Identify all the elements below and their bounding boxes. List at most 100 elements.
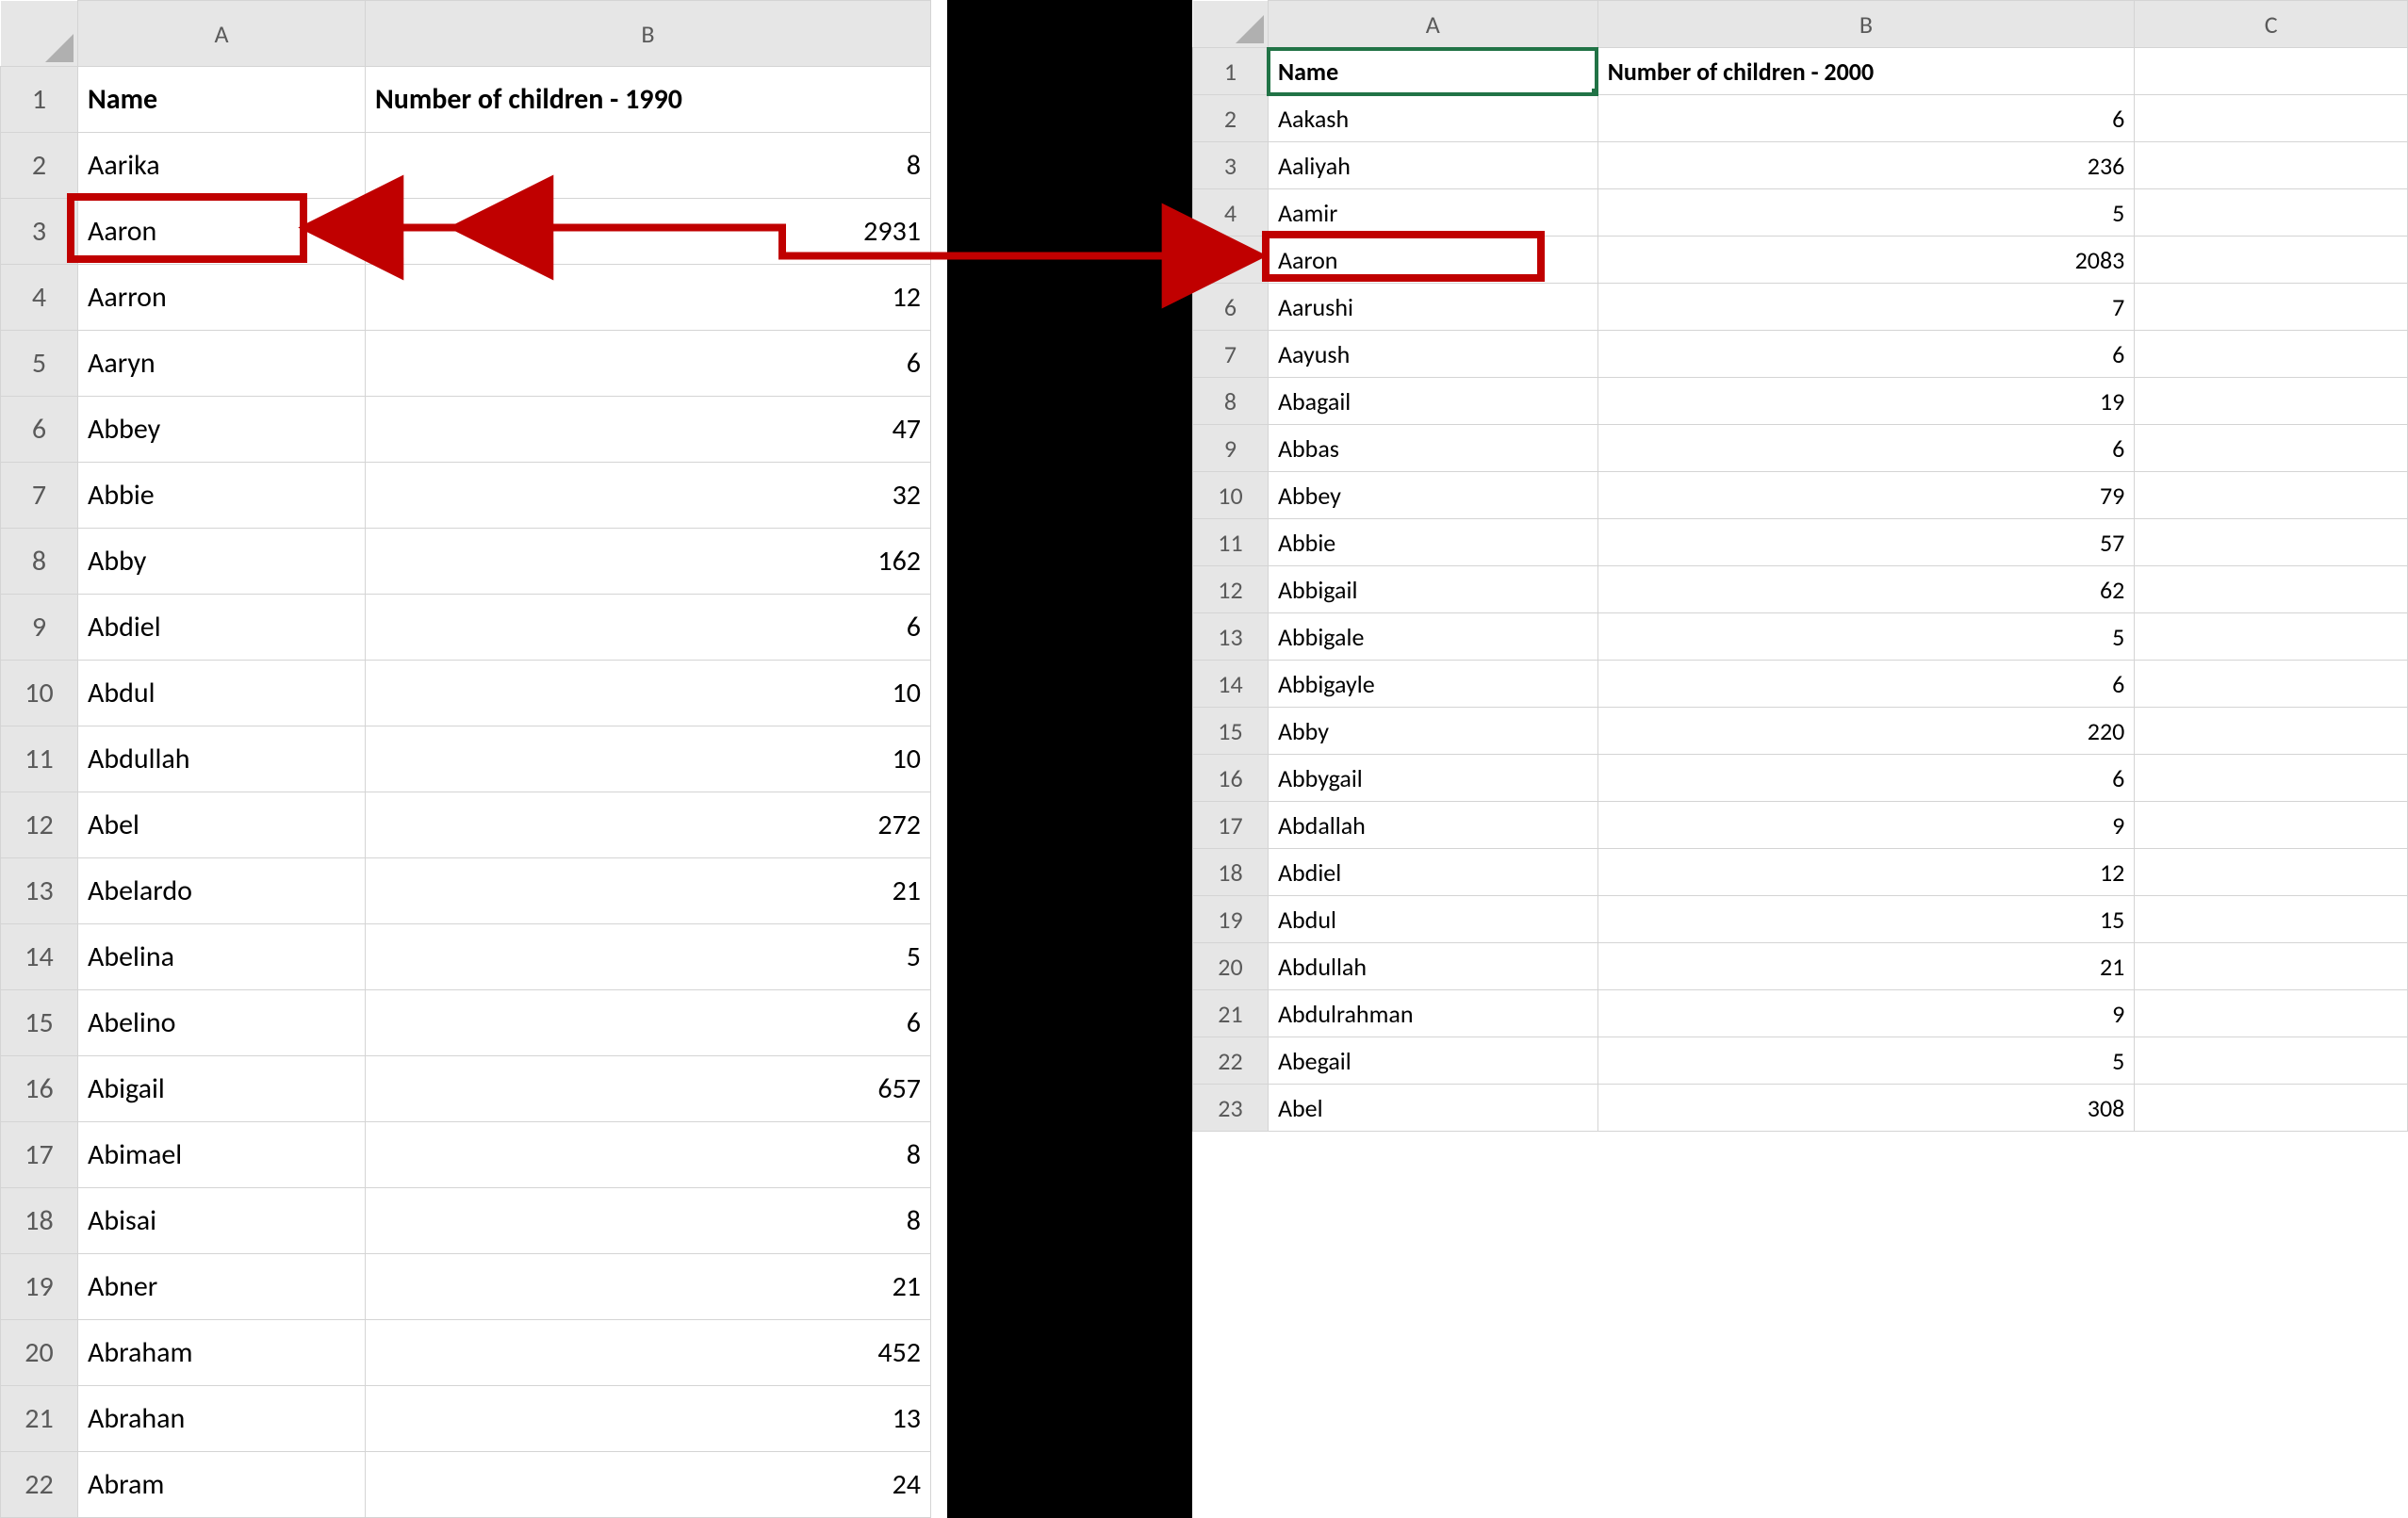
cell-A9[interactable]: Abdiel bbox=[78, 595, 366, 661]
row-header-8[interactable]: 8 bbox=[1, 529, 78, 595]
cell-B20[interactable]: 21 bbox=[1597, 943, 2135, 990]
row-header-8[interactable]: 8 bbox=[1193, 378, 1269, 425]
cell-A3[interactable]: Aaliyah bbox=[1268, 142, 1597, 189]
cell-B11[interactable]: 57 bbox=[1597, 519, 2135, 566]
cell-A14[interactable]: Abbigayle bbox=[1268, 661, 1597, 708]
row-header-21[interactable]: 21 bbox=[1193, 990, 1269, 1037]
row-header-1[interactable]: 1 bbox=[1193, 48, 1269, 95]
row-header-3[interactable]: 3 bbox=[1193, 142, 1269, 189]
row-header-4[interactable]: 4 bbox=[1, 265, 78, 331]
cell-B10[interactable]: 79 bbox=[1597, 472, 2135, 519]
row-header-22[interactable]: 22 bbox=[1, 1452, 78, 1518]
cell-A4[interactable]: Aamir bbox=[1268, 189, 1597, 237]
cell-C11[interactable] bbox=[2135, 519, 2408, 566]
cell-A6[interactable]: Abbey bbox=[78, 397, 366, 463]
cell-B21[interactable]: 13 bbox=[366, 1386, 931, 1452]
cell-A17[interactable]: Abdallah bbox=[1268, 802, 1597, 849]
row-header-16[interactable]: 16 bbox=[1193, 755, 1269, 802]
cell-A23[interactable]: Abel bbox=[1268, 1085, 1597, 1132]
cell-C1[interactable] bbox=[2135, 48, 2408, 95]
row-header-12[interactable]: 12 bbox=[1, 792, 78, 858]
column-header-C[interactable]: C bbox=[2135, 1, 2408, 48]
cell-A5[interactable]: Aaryn bbox=[78, 331, 366, 397]
row-header-19[interactable]: 19 bbox=[1193, 896, 1269, 943]
cell-A6[interactable]: Aarushi bbox=[1268, 284, 1597, 331]
cell-C15[interactable] bbox=[2135, 708, 2408, 755]
cell-B7[interactable]: 32 bbox=[366, 463, 931, 529]
row-header-2[interactable]: 2 bbox=[1, 133, 78, 199]
cell-B8[interactable]: 19 bbox=[1597, 378, 2135, 425]
cell-C13[interactable] bbox=[2135, 613, 2408, 661]
cell-B22[interactable]: 24 bbox=[366, 1452, 931, 1518]
cell-B14[interactable]: 6 bbox=[1597, 661, 2135, 708]
cell-A21[interactable]: Abrahan bbox=[78, 1386, 366, 1452]
row-header-1[interactable]: 1 bbox=[1, 67, 78, 133]
row-header-5[interactable]: 5 bbox=[1, 331, 78, 397]
cell-B12[interactable]: 272 bbox=[366, 792, 931, 858]
row-header-11[interactable]: 11 bbox=[1193, 519, 1269, 566]
cell-B13[interactable]: 21 bbox=[366, 858, 931, 924]
cell-C4[interactable] bbox=[2135, 189, 2408, 237]
cell-C14[interactable] bbox=[2135, 661, 2408, 708]
cell-B22[interactable]: 5 bbox=[1597, 1037, 2135, 1085]
row-header-6[interactable]: 6 bbox=[1, 397, 78, 463]
cell-A15[interactable]: Abby bbox=[1268, 708, 1597, 755]
cell-A17[interactable]: Abimael bbox=[78, 1122, 366, 1188]
row-header-23[interactable]: 23 bbox=[1193, 1085, 1269, 1132]
cell-C6[interactable] bbox=[2135, 284, 2408, 331]
row-header-9[interactable]: 9 bbox=[1193, 425, 1269, 472]
cell-A8[interactable]: Abagail bbox=[1268, 378, 1597, 425]
cell-B4[interactable]: 5 bbox=[1597, 189, 2135, 237]
cell-A16[interactable]: Abigail bbox=[78, 1056, 366, 1122]
select-all-corner[interactable] bbox=[1, 1, 78, 67]
row-header-17[interactable]: 17 bbox=[1193, 802, 1269, 849]
cell-A18[interactable]: Abisai bbox=[78, 1188, 366, 1254]
row-header-17[interactable]: 17 bbox=[1, 1122, 78, 1188]
cell-C22[interactable] bbox=[2135, 1037, 2408, 1085]
row-header-15[interactable]: 15 bbox=[1, 990, 78, 1056]
row-header-10[interactable]: 10 bbox=[1, 661, 78, 726]
cell-B1[interactable]: Number of children - 1990 bbox=[366, 67, 931, 133]
cell-C21[interactable] bbox=[2135, 990, 2408, 1037]
column-header-B[interactable]: B bbox=[366, 1, 931, 67]
cell-B11[interactable]: 10 bbox=[366, 726, 931, 792]
row-header-4[interactable]: 4 bbox=[1193, 189, 1269, 237]
cell-B7[interactable]: 6 bbox=[1597, 331, 2135, 378]
cell-A10[interactable]: Abdul bbox=[78, 661, 366, 726]
cell-B23[interactable]: 308 bbox=[1597, 1085, 2135, 1132]
cell-B17[interactable]: 9 bbox=[1597, 802, 2135, 849]
cell-A7[interactable]: Abbie bbox=[78, 463, 366, 529]
cell-A16[interactable]: Abbygail bbox=[1268, 755, 1597, 802]
select-all-corner[interactable] bbox=[1193, 1, 1269, 48]
row-header-13[interactable]: 13 bbox=[1193, 613, 1269, 661]
cell-A8[interactable]: Abby bbox=[78, 529, 366, 595]
row-header-19[interactable]: 19 bbox=[1, 1254, 78, 1320]
cell-A1[interactable]: Name bbox=[1268, 48, 1597, 95]
cell-A12[interactable]: Abbigail bbox=[1268, 566, 1597, 613]
cell-C8[interactable] bbox=[2135, 378, 2408, 425]
cell-C9[interactable] bbox=[2135, 425, 2408, 472]
cell-A2[interactable]: Aakash bbox=[1268, 95, 1597, 142]
cell-A22[interactable]: Abegail bbox=[1268, 1037, 1597, 1085]
row-header-7[interactable]: 7 bbox=[1, 463, 78, 529]
cell-B6[interactable]: 47 bbox=[366, 397, 931, 463]
cell-C23[interactable] bbox=[2135, 1085, 2408, 1132]
cell-B15[interactable]: 6 bbox=[366, 990, 931, 1056]
cell-B9[interactable]: 6 bbox=[366, 595, 931, 661]
cell-B19[interactable]: 15 bbox=[1597, 896, 2135, 943]
cell-A11[interactable]: Abdullah bbox=[78, 726, 366, 792]
cell-A20[interactable]: Abdullah bbox=[1268, 943, 1597, 990]
cell-B2[interactable]: 8 bbox=[366, 133, 931, 199]
row-header-16[interactable]: 16 bbox=[1, 1056, 78, 1122]
cell-A22[interactable]: Abram bbox=[78, 1452, 366, 1518]
cell-A3[interactable]: Aaron bbox=[78, 199, 366, 265]
cell-B3[interactable]: 236 bbox=[1597, 142, 2135, 189]
cell-B6[interactable]: 7 bbox=[1597, 284, 2135, 331]
row-header-6[interactable]: 6 bbox=[1193, 284, 1269, 331]
cell-A11[interactable]: Abbie bbox=[1268, 519, 1597, 566]
row-header-21[interactable]: 21 bbox=[1, 1386, 78, 1452]
cell-A12[interactable]: Abel bbox=[78, 792, 366, 858]
row-header-14[interactable]: 14 bbox=[1, 924, 78, 990]
cell-A14[interactable]: Abelina bbox=[78, 924, 366, 990]
row-header-13[interactable]: 13 bbox=[1, 858, 78, 924]
